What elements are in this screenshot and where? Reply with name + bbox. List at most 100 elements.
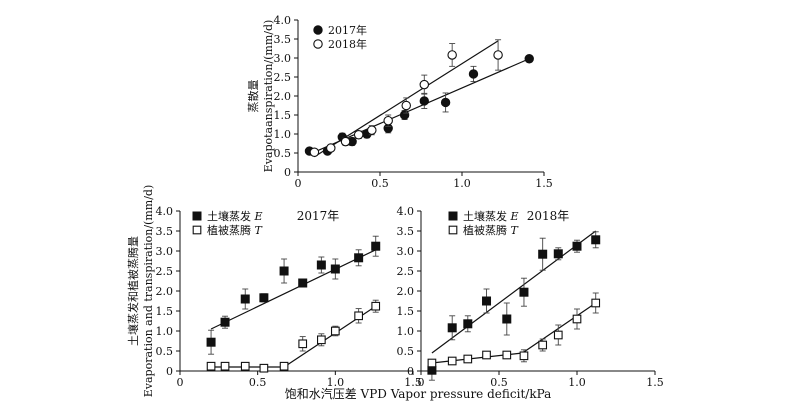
data-point [447, 356, 457, 366]
data-point [419, 96, 429, 106]
y-tick-label: 0.5 [274, 147, 292, 160]
fit-line [211, 305, 377, 368]
data-point [493, 50, 503, 60]
data-point [463, 354, 473, 364]
data-point [220, 361, 230, 371]
y-tick-label: 0 [407, 365, 414, 378]
y-tick-label: 2.0 [397, 285, 415, 298]
data-point [340, 136, 351, 147]
data-point [572, 314, 582, 324]
legend-label: 植被蒸腾 T [207, 223, 264, 237]
data-point [463, 319, 473, 329]
data-point [519, 287, 529, 297]
x-tick-label: 1.5 [646, 376, 664, 389]
y-tick-label: 2.5 [156, 265, 174, 278]
y-tick-label: 0 [166, 365, 173, 378]
panel-bottom-left-2017: 0 0.5 1.0 1.5 0 0.5 1.0 1.5 2.0 2.5 3.0 3.5 4.0 土壤蒸发和… [126, 185, 422, 398]
y-tick-label: 1.5 [274, 109, 292, 122]
y-tick-label: 3.0 [274, 52, 292, 65]
data-point [220, 317, 230, 327]
y-tick-label: 1.0 [274, 128, 292, 141]
panel-bottom-right-2018: 0 0.5 1.0 1.500.51.01.52.02.53.03.54.0 土壤蒸发 … [397, 205, 664, 389]
x-tick-label: 0 [177, 376, 184, 389]
x-tick-label: 0.5 [371, 177, 389, 190]
y-tick-label: 3.0 [397, 245, 415, 258]
data-point [371, 241, 381, 251]
y-tick-label: 3.5 [156, 225, 174, 238]
data-point [279, 266, 289, 276]
data-point [309, 147, 320, 157]
data-point [259, 293, 269, 303]
legend-label: 2017年 [328, 23, 367, 37]
data-point [482, 350, 491, 360]
fit-line [431, 302, 597, 364]
data-point [326, 143, 336, 153]
x-tick-label: 0.5 [249, 376, 267, 389]
x-tick-label: 0.5 [490, 376, 508, 389]
x-tick-label: 1.0 [453, 177, 471, 190]
data-point [383, 115, 393, 126]
data-point [330, 326, 340, 336]
data-point [524, 54, 534, 64]
data-point [240, 361, 250, 371]
data-point [440, 97, 451, 108]
y-tick-label: 0.5 [397, 345, 415, 358]
data-point [401, 100, 411, 111]
y-tick-label: 2.5 [274, 71, 292, 84]
data-point [468, 69, 479, 79]
data-point [354, 311, 363, 321]
data-point [538, 249, 548, 259]
data-point [259, 363, 269, 373]
fit-line [210, 249, 376, 330]
legend-label: 土壤蒸发 E [207, 209, 263, 223]
data-point [502, 314, 512, 324]
y-tick-label: 3.5 [397, 225, 415, 238]
x-tick-label: 0 [295, 177, 302, 190]
y-tick-label: 1.0 [156, 325, 174, 338]
y-tick-label: 2.0 [274, 90, 292, 103]
y-tick-label: 1.5 [397, 305, 415, 318]
panel-top-evapotranspiration: 0 0.5 1.0 1.5 0 0.5 1.0 1.5 2.0 2.5 3.0 3.5 4.0 蒸散量 Ev… [246, 14, 553, 190]
y-tick-label: 4.0 [274, 14, 292, 27]
data-point [419, 79, 430, 90]
data-point [298, 278, 308, 288]
panel-year-annotation: 2018年 [527, 209, 570, 223]
y-tick-label: 4.0 [156, 205, 174, 218]
data-point [553, 330, 563, 340]
legend-marker [192, 211, 202, 221]
y-axis-label-cn: 蒸散量 [246, 80, 260, 113]
shared-x-axis-label: 饱和水汽压差 VPD Vapor pressure deficit/kPa [285, 386, 552, 401]
y-tick-label: 3.0 [156, 245, 174, 258]
y-tick-label: 1.0 [397, 325, 415, 338]
data-point [553, 249, 563, 259]
legend-marker [313, 25, 323, 35]
legend-marker [448, 211, 458, 221]
panel-year-annotation: 2017年 [297, 209, 340, 223]
y-tick-label: 1.5 [156, 305, 174, 318]
legend-label: 2018年 [328, 37, 367, 51]
data-point [591, 298, 601, 308]
y-tick-label: 3.5 [274, 33, 292, 46]
data-point [447, 323, 457, 333]
data-point [482, 296, 492, 306]
data-point [330, 264, 340, 274]
legend-marker [192, 225, 202, 235]
x-tick-label: 0 [418, 376, 425, 389]
data-point [353, 130, 364, 140]
data-point [206, 361, 216, 371]
y-axis-label-en: Evaporation and transpiration/(mm/d) [142, 185, 155, 398]
data-point [427, 358, 437, 368]
y-tick-label: 2.0 [156, 285, 174, 298]
legend-marker [313, 39, 323, 49]
data-point [298, 339, 308, 349]
fit-line [431, 230, 597, 354]
data-point [427, 365, 437, 375]
legend-marker [448, 225, 458, 235]
x-tick-label: 1.0 [327, 376, 345, 389]
data-point [206, 337, 216, 347]
data-point [538, 340, 548, 350]
data-point [502, 350, 512, 360]
data-point [354, 253, 364, 263]
y-axis-label-cn: 土壤蒸发和植被蒸腾量 [126, 236, 140, 346]
